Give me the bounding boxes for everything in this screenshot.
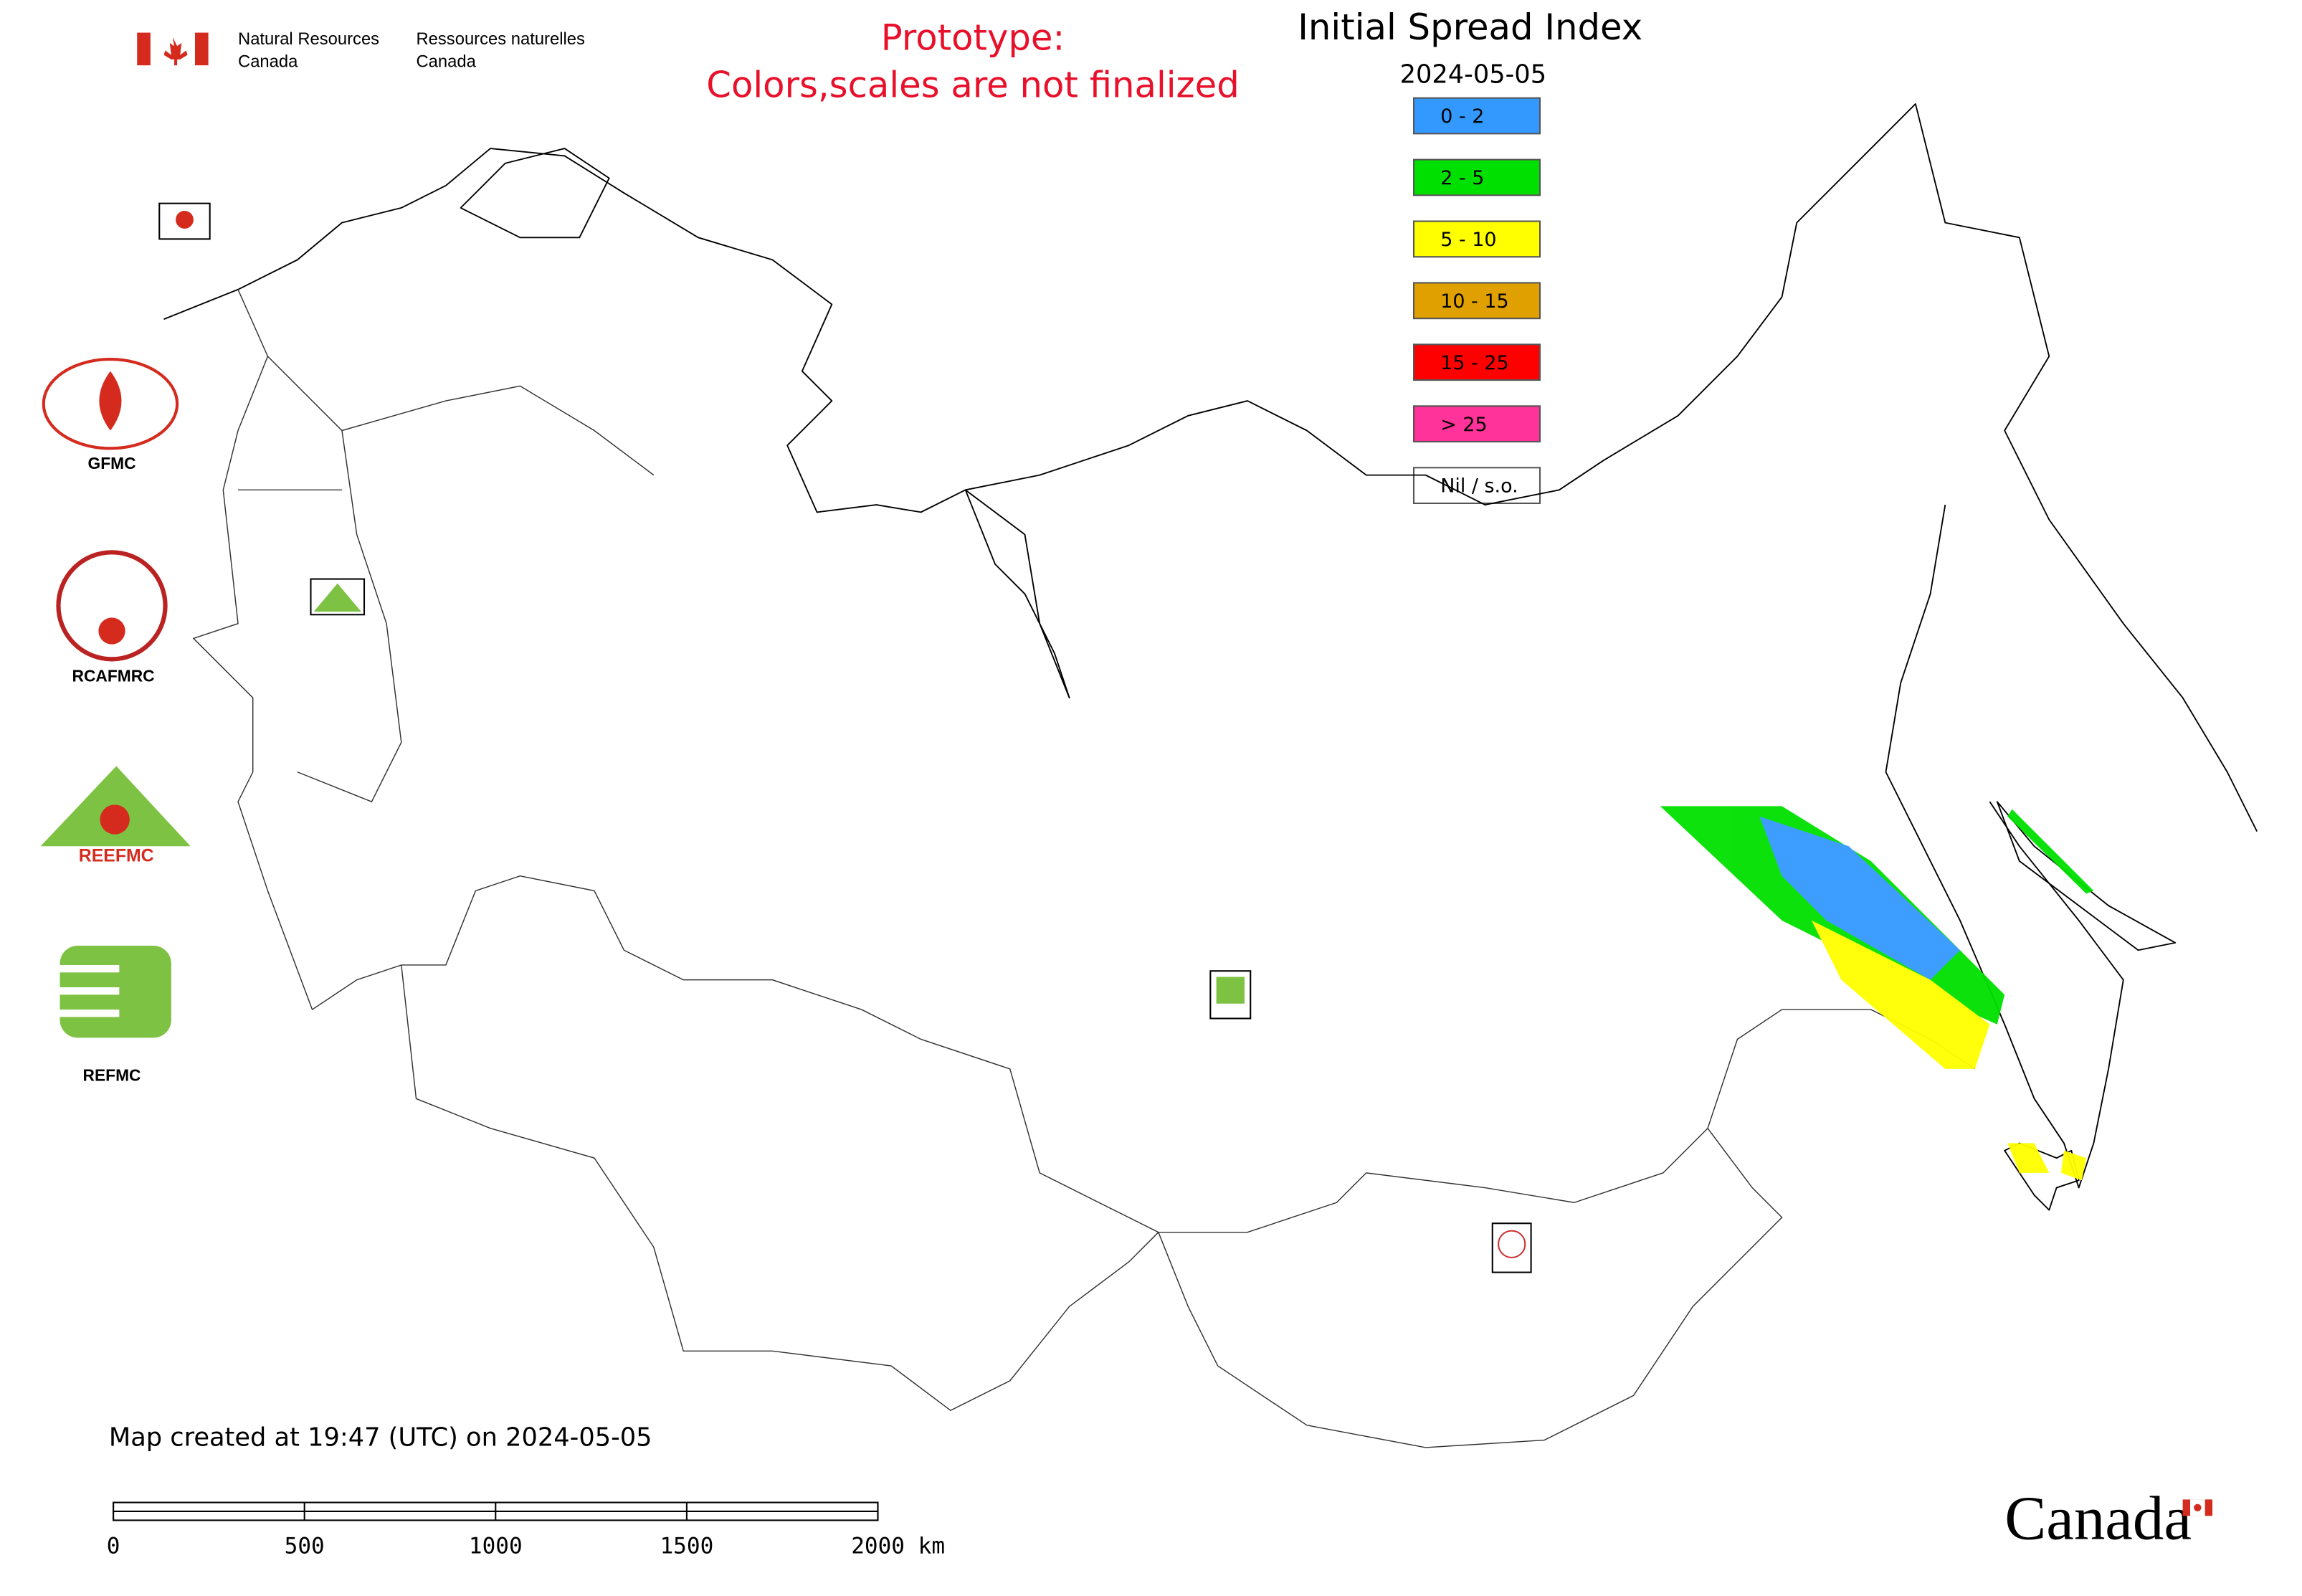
logo-rcafmrc [56,550,168,662]
border [238,356,655,803]
legend-label: 2 - 5 [1440,167,1484,189]
borders [192,289,1976,1448]
logo-label: REFMC [83,1065,141,1084]
coastline [1885,504,2124,1189]
scale-label: 0 [107,1534,120,1559]
maple-leaf [163,37,188,66]
legend-label: > 25 [1440,414,1487,436]
forecast-raster [1660,806,2094,1181]
notice: Prototype: [881,16,1065,58]
flag-band [194,32,209,66]
marker-icon [1216,977,1245,1004]
border [192,289,1976,1233]
logo-label: GFMC [87,454,135,472]
border [1158,1128,1783,1448]
coastlines [163,103,2258,1211]
wordmark: Canada [2004,1484,2192,1553]
canada-wordmark: Canada [2004,1484,2213,1553]
legend-swatch [1412,158,1541,196]
scale-label: 500 [285,1534,325,1559]
legend-swatch [1412,97,1541,135]
scale-label: 2000 km [851,1534,945,1559]
agency-fr: Canada [417,52,477,71]
flag-band [137,32,151,66]
side-logos: GFMC RCAFMRC REEFMC REFMC [40,358,191,1084]
created-note: Map created at 19:47 (UTC) on 2024-05-05 [109,1423,652,1453]
map-date: 2024-05-05 [1400,60,1547,90]
notice: Colors,scales are not finalized [706,65,1239,106]
logo-stripe [60,964,120,973]
legend-swatch [1412,343,1541,381]
raster-area [2007,809,2094,894]
coastline [1996,801,2177,951]
logo-label: RCAFMRC [72,666,155,685]
scale-label: 1000 [469,1534,523,1559]
legend-label: 5 - 10 [1440,229,1496,251]
raster-area [1759,816,1961,980]
logo-flame [98,617,125,645]
coastline [460,148,610,239]
scale-bar: 0 500 1000 1500 2000 km [107,1501,945,1559]
raster-area [2007,1143,2050,1173]
legend-swatch [1412,220,1541,258]
map-title: Initial Spread Index [1298,6,1642,48]
logo-flame [100,804,130,835]
scale-label: 1500 [660,1534,713,1559]
legend-label: 10 - 15 [1440,290,1508,313]
border [401,964,1159,1412]
center-markers [158,202,1532,1273]
legend-label: 0 - 2 [1440,105,1484,128]
logo-stripe [60,987,120,995]
logo-stripe [60,1010,120,1017]
wordmark-leaf [2194,1504,2202,1511]
coastline [964,489,1070,699]
gc-signature: Natural Resources Canada Ressources natu… [137,29,585,71]
marker-icon [176,211,194,229]
legend-label: Nil / s.o. [1440,475,1518,498]
agency-en: Natural Resources [238,29,379,49]
logo-label: REEFMC [79,846,154,865]
marker-icon [1498,1230,1526,1258]
agency-en: Canada [238,52,298,71]
legend: 0 - 2 2 - 5 5 - 10 10 - 15 15 - 25 > 25 Nil / … [1412,97,1541,505]
coastline [163,103,2258,832]
legend-label: 15 - 25 [1440,352,1508,374]
legend-swatch [1412,282,1541,320]
logo-flame [99,371,122,431]
raster-area [2060,1150,2087,1181]
legend-swatch [1412,405,1541,443]
raster-area [1811,920,1990,1069]
marker-icon [313,583,361,612]
agency-fr: Ressources naturelles [417,29,586,49]
